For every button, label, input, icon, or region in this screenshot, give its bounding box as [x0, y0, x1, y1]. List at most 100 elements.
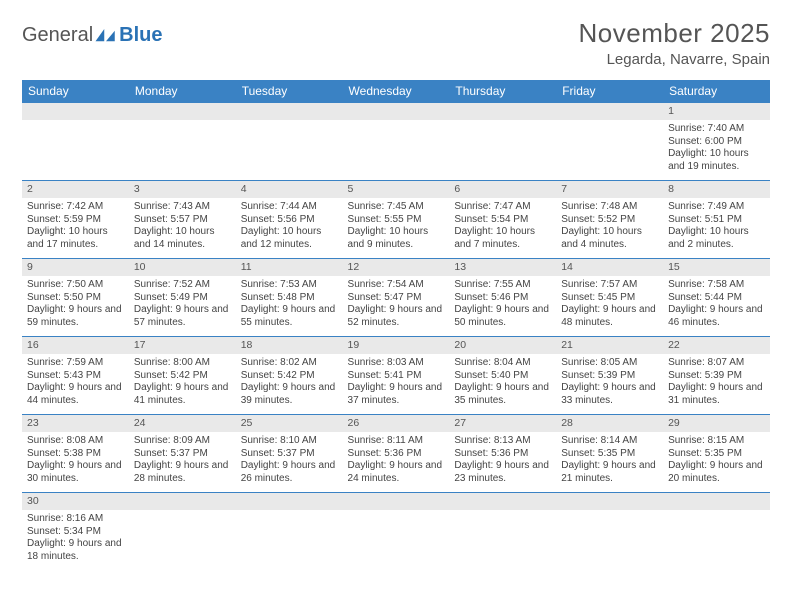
sunset-text: Sunset: 5:50 PM [27, 292, 124, 305]
calendar-cell: 3Sunrise: 7:43 AMSunset: 5:57 PMDaylight… [129, 181, 236, 259]
day-number: 28 [556, 415, 663, 432]
sunset-text: Sunset: 5:56 PM [241, 214, 338, 227]
day-body: Sunrise: 8:16 AMSunset: 5:34 PMDaylight:… [22, 510, 129, 566]
sunrise-text: Sunrise: 7:53 AM [241, 279, 338, 292]
empty-day [556, 493, 663, 510]
day-body: Sunrise: 7:50 AMSunset: 5:50 PMDaylight:… [22, 276, 129, 332]
day-body: Sunrise: 7:53 AMSunset: 5:48 PMDaylight:… [236, 276, 343, 332]
weekday-header-row: Sunday Monday Tuesday Wednesday Thursday… [22, 80, 770, 103]
day-body: Sunrise: 8:10 AMSunset: 5:37 PMDaylight:… [236, 432, 343, 488]
sunrise-text: Sunrise: 7:55 AM [454, 279, 551, 292]
calendar-cell: 25Sunrise: 8:10 AMSunset: 5:37 PMDayligh… [236, 415, 343, 493]
day-number: 17 [129, 337, 236, 354]
sunrise-text: Sunrise: 8:00 AM [134, 357, 231, 370]
day-body: Sunrise: 7:48 AMSunset: 5:52 PMDaylight:… [556, 198, 663, 254]
day-number: 8 [663, 181, 770, 198]
sunrise-text: Sunrise: 7:48 AM [561, 201, 658, 214]
calendar-cell: 5Sunrise: 7:45 AMSunset: 5:55 PMDaylight… [343, 181, 450, 259]
calendar-cell: 28Sunrise: 8:14 AMSunset: 5:35 PMDayligh… [556, 415, 663, 493]
calendar-cell: 9Sunrise: 7:50 AMSunset: 5:50 PMDaylight… [22, 259, 129, 337]
sunset-text: Sunset: 5:44 PM [668, 292, 765, 305]
calendar-week-row: 9Sunrise: 7:50 AMSunset: 5:50 PMDaylight… [22, 259, 770, 337]
daylight-text: Daylight: 9 hours and 46 minutes. [668, 304, 765, 329]
day-body: Sunrise: 8:13 AMSunset: 5:36 PMDaylight:… [449, 432, 556, 488]
sunrise-text: Sunrise: 7:52 AM [134, 279, 231, 292]
day-number: 14 [556, 259, 663, 276]
calendar-cell: 19Sunrise: 8:03 AMSunset: 5:41 PMDayligh… [343, 337, 450, 415]
location-text: Legarda, Navarre, Spain [579, 51, 771, 68]
weekday-header: Wednesday [343, 80, 450, 103]
sunset-text: Sunset: 5:36 PM [348, 448, 445, 461]
daylight-text: Daylight: 10 hours and 4 minutes. [561, 226, 658, 251]
weekday-header: Monday [129, 80, 236, 103]
day-number: 2 [22, 181, 129, 198]
day-number: 23 [22, 415, 129, 432]
daylight-text: Daylight: 10 hours and 14 minutes. [134, 226, 231, 251]
daylight-text: Daylight: 9 hours and 55 minutes. [241, 304, 338, 329]
sunrise-text: Sunrise: 7:57 AM [561, 279, 658, 292]
calendar-cell: 21Sunrise: 8:05 AMSunset: 5:39 PMDayligh… [556, 337, 663, 415]
empty-day [343, 493, 450, 510]
calendar-cell: 4Sunrise: 7:44 AMSunset: 5:56 PMDaylight… [236, 181, 343, 259]
calendar-cell: 27Sunrise: 8:13 AMSunset: 5:36 PMDayligh… [449, 415, 556, 493]
logo: General Blue [22, 18, 163, 47]
sunrise-text: Sunrise: 8:04 AM [454, 357, 551, 370]
day-number: 21 [556, 337, 663, 354]
sunrise-text: Sunrise: 7:58 AM [668, 279, 765, 292]
sunset-text: Sunset: 5:36 PM [454, 448, 551, 461]
daylight-text: Daylight: 9 hours and 26 minutes. [241, 460, 338, 485]
calendar-table: Sunday Monday Tuesday Wednesday Thursday… [22, 80, 770, 571]
empty-day [449, 493, 556, 510]
sunset-text: Sunset: 5:35 PM [668, 448, 765, 461]
day-body: Sunrise: 7:59 AMSunset: 5:43 PMDaylight:… [22, 354, 129, 410]
sunset-text: Sunset: 6:00 PM [668, 136, 765, 149]
sunset-text: Sunset: 5:54 PM [454, 214, 551, 227]
sunset-text: Sunset: 5:59 PM [27, 214, 124, 227]
calendar-cell: 11Sunrise: 7:53 AMSunset: 5:48 PMDayligh… [236, 259, 343, 337]
sunrise-text: Sunrise: 8:14 AM [561, 435, 658, 448]
daylight-text: Daylight: 9 hours and 30 minutes. [27, 460, 124, 485]
sunset-text: Sunset: 5:49 PM [134, 292, 231, 305]
empty-day [129, 493, 236, 510]
day-body: Sunrise: 8:15 AMSunset: 5:35 PMDaylight:… [663, 432, 770, 488]
day-number: 27 [449, 415, 556, 432]
day-body: Sunrise: 8:03 AMSunset: 5:41 PMDaylight:… [343, 354, 450, 410]
logo-text-general: General [22, 24, 93, 47]
sunrise-text: Sunrise: 8:16 AM [27, 513, 124, 526]
calendar-cell: 22Sunrise: 8:07 AMSunset: 5:39 PMDayligh… [663, 337, 770, 415]
sunset-text: Sunset: 5:35 PM [561, 448, 658, 461]
weekday-header: Friday [556, 80, 663, 103]
daylight-text: Daylight: 9 hours and 31 minutes. [668, 382, 765, 407]
sunset-text: Sunset: 5:57 PM [134, 214, 231, 227]
day-number: 16 [22, 337, 129, 354]
day-body: Sunrise: 7:42 AMSunset: 5:59 PMDaylight:… [22, 198, 129, 254]
calendar-cell: 15Sunrise: 7:58 AMSunset: 5:44 PMDayligh… [663, 259, 770, 337]
sunrise-text: Sunrise: 8:05 AM [561, 357, 658, 370]
sunrise-text: Sunrise: 8:13 AM [454, 435, 551, 448]
daylight-text: Daylight: 9 hours and 24 minutes. [348, 460, 445, 485]
calendar-cell: 10Sunrise: 7:52 AMSunset: 5:49 PMDayligh… [129, 259, 236, 337]
daylight-text: Daylight: 9 hours and 59 minutes. [27, 304, 124, 329]
daylight-text: Daylight: 9 hours and 50 minutes. [454, 304, 551, 329]
day-number: 9 [22, 259, 129, 276]
daylight-text: Daylight: 9 hours and 33 minutes. [561, 382, 658, 407]
sunrise-text: Sunrise: 8:03 AM [348, 357, 445, 370]
sunset-text: Sunset: 5:42 PM [134, 370, 231, 383]
day-body: Sunrise: 8:05 AMSunset: 5:39 PMDaylight:… [556, 354, 663, 410]
sunset-text: Sunset: 5:55 PM [348, 214, 445, 227]
calendar-week-row: 16Sunrise: 7:59 AMSunset: 5:43 PMDayligh… [22, 337, 770, 415]
weekday-header: Thursday [449, 80, 556, 103]
day-number: 24 [129, 415, 236, 432]
day-number: 29 [663, 415, 770, 432]
calendar-cell: 6Sunrise: 7:47 AMSunset: 5:54 PMDaylight… [449, 181, 556, 259]
daylight-text: Daylight: 10 hours and 12 minutes. [241, 226, 338, 251]
day-body: Sunrise: 7:47 AMSunset: 5:54 PMDaylight:… [449, 198, 556, 254]
calendar-cell [449, 493, 556, 571]
sunrise-text: Sunrise: 7:43 AM [134, 201, 231, 214]
sunset-text: Sunset: 5:51 PM [668, 214, 765, 227]
daylight-text: Daylight: 10 hours and 19 minutes. [668, 148, 765, 173]
daylight-text: Daylight: 10 hours and 9 minutes. [348, 226, 445, 251]
day-body: Sunrise: 8:04 AMSunset: 5:40 PMDaylight:… [449, 354, 556, 410]
daylight-text: Daylight: 10 hours and 17 minutes. [27, 226, 124, 251]
calendar-cell [236, 493, 343, 571]
